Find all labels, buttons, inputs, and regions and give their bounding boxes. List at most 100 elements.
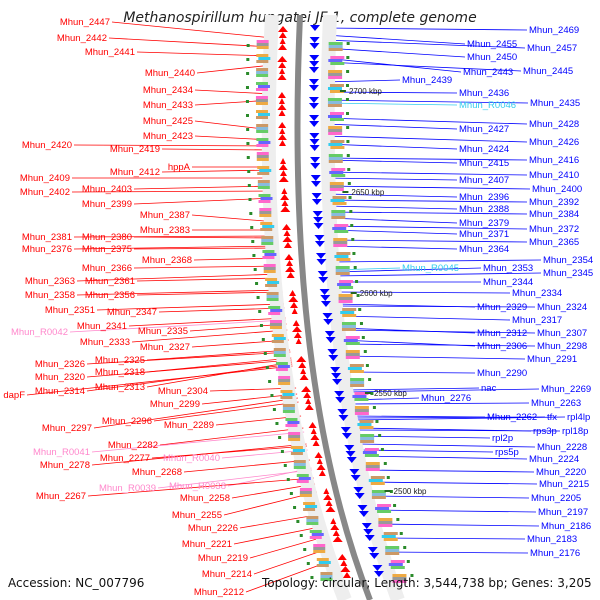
minus-gene-arrow [313, 223, 324, 229]
right-leader-line [383, 551, 529, 554]
right-leader-line [328, 229, 458, 235]
marker-dot [378, 434, 382, 437]
marker-dot [252, 254, 256, 257]
right-gene-label: Mhun_2344 [483, 277, 533, 288]
right-leader-line [324, 47, 466, 58]
cog-block-right [327, 98, 342, 101]
cog-block-left [318, 561, 331, 564]
left-gene-label: Mhun_2412 [110, 167, 160, 178]
minus-gene-arrow [363, 529, 374, 535]
marker-dot [372, 406, 376, 409]
left-gene-label: Mhun_2333 [80, 337, 130, 348]
right-leader-line [324, 34, 466, 45]
left-leader-line [76, 289, 283, 296]
left-gene-label: Mhun_2399 [82, 199, 132, 210]
marker-dot [303, 548, 307, 551]
left-gene-label: Mhun_2282 [108, 440, 158, 451]
left-gene-label: Mhun_2423 [143, 131, 193, 142]
left-gene-label: Mhun_R0041 [33, 447, 90, 458]
cog-block-right [362, 451, 377, 454]
cog-block-right [377, 504, 392, 507]
left-gene-label: Mhun_2296 [102, 416, 152, 427]
cog-block-left [255, 110, 268, 113]
right-leader-line [324, 39, 526, 49]
cog-block-right [342, 308, 357, 311]
plus-gene-arrow [277, 134, 287, 140]
minus-gene-arrow [316, 259, 327, 265]
right-leader-line [330, 245, 458, 250]
cog-block-left [311, 533, 324, 536]
marker-dot [247, 170, 251, 173]
cog-block-left [309, 536, 322, 539]
plus-gene-arrow [318, 470, 326, 476]
cog-block-left [266, 295, 279, 298]
cog-block-right [328, 157, 343, 160]
right-gene-label: Mhun_2262 [487, 412, 537, 423]
left-gene-label: Mhun_2441 [85, 47, 135, 58]
right-leader-line [360, 455, 528, 460]
cog-block-right [333, 244, 348, 247]
cog-block-left [257, 183, 270, 186]
cog-block-left [293, 466, 306, 469]
plus-gene-arrow [316, 458, 323, 464]
cog-block-right [331, 216, 346, 219]
left-gene-label: Mhun_R0042 [11, 327, 68, 338]
cog-block-right [332, 227, 347, 230]
minus-gene-arrow [323, 319, 334, 325]
plus-gene-arrow [301, 386, 312, 392]
marker-dot [259, 324, 263, 327]
marker-dot [380, 448, 384, 451]
cog-block-left [256, 43, 269, 46]
marker-dot [251, 240, 255, 243]
plus-gene-arrow [277, 26, 288, 32]
left-gene-label: Mhun_2383 [140, 225, 190, 236]
cog-block-right [330, 140, 345, 143]
marker-dot [346, 70, 350, 73]
minus-gene-arrow [309, 115, 320, 121]
cog-block-left [285, 418, 298, 421]
marker-dot [406, 560, 410, 563]
marker-dot [393, 504, 397, 507]
cog-block-right [337, 283, 352, 286]
plus-gene-arrow [281, 200, 289, 206]
cog-block-left [306, 516, 319, 519]
left-gene-label: Mhun_2221 [182, 539, 232, 550]
cog-block-right [349, 364, 364, 367]
cog-block-right [352, 395, 367, 398]
cog-block-right [329, 171, 344, 174]
right-gene-label: Mhun_2424 [459, 144, 509, 155]
plus-gene-arrow [288, 296, 299, 302]
minus-gene-arrow [308, 85, 319, 91]
right-gene-label: rps5p [495, 447, 519, 458]
cog-block-left [293, 463, 306, 466]
left-leader-line [91, 443, 307, 466]
left-leader-line [86, 359, 292, 378]
right-leader-line [353, 415, 486, 418]
plus-gene-arrow [342, 572, 351, 578]
cog-block-left [316, 558, 329, 561]
marker-dot [246, 156, 250, 159]
cog-block-left [282, 410, 295, 413]
cog-block-right [365, 468, 380, 471]
cog-block-right [342, 314, 357, 317]
minus-gene-arrow [309, 121, 320, 127]
left-gene-label: Mhun_2326 [35, 359, 85, 370]
cog-block-left [255, 96, 268, 99]
minus-strand-labels: Mhun_2469 Mhun_2455 Mhun_2457 Mhun_2450 Mhun… [402, 25, 593, 559]
left-gene-label: Mhun_2278 [40, 460, 90, 471]
left-leader-line [249, 535, 328, 559]
plus-gene-arrow [279, 170, 287, 176]
left-leader-line [161, 169, 274, 173]
right-gene-label: Mhun_2224 [529, 454, 579, 465]
plus-gene-arrow [283, 242, 292, 248]
kbp-ticks: 2700 kbp 2650 kbp 2600 kbp 2550 kbp 2500 kbp [339, 87, 427, 496]
cog-block-left [258, 200, 271, 203]
left-leader-line [91, 431, 305, 453]
minus-gene-arrow [364, 535, 375, 541]
cog-block-right [328, 76, 343, 79]
left-gene-label: Mhun_2425 [143, 116, 193, 127]
cog-block-right [359, 426, 374, 429]
marker-dot [263, 352, 267, 355]
plus-gene-arrow [277, 74, 287, 80]
cog-block-left [259, 208, 272, 211]
